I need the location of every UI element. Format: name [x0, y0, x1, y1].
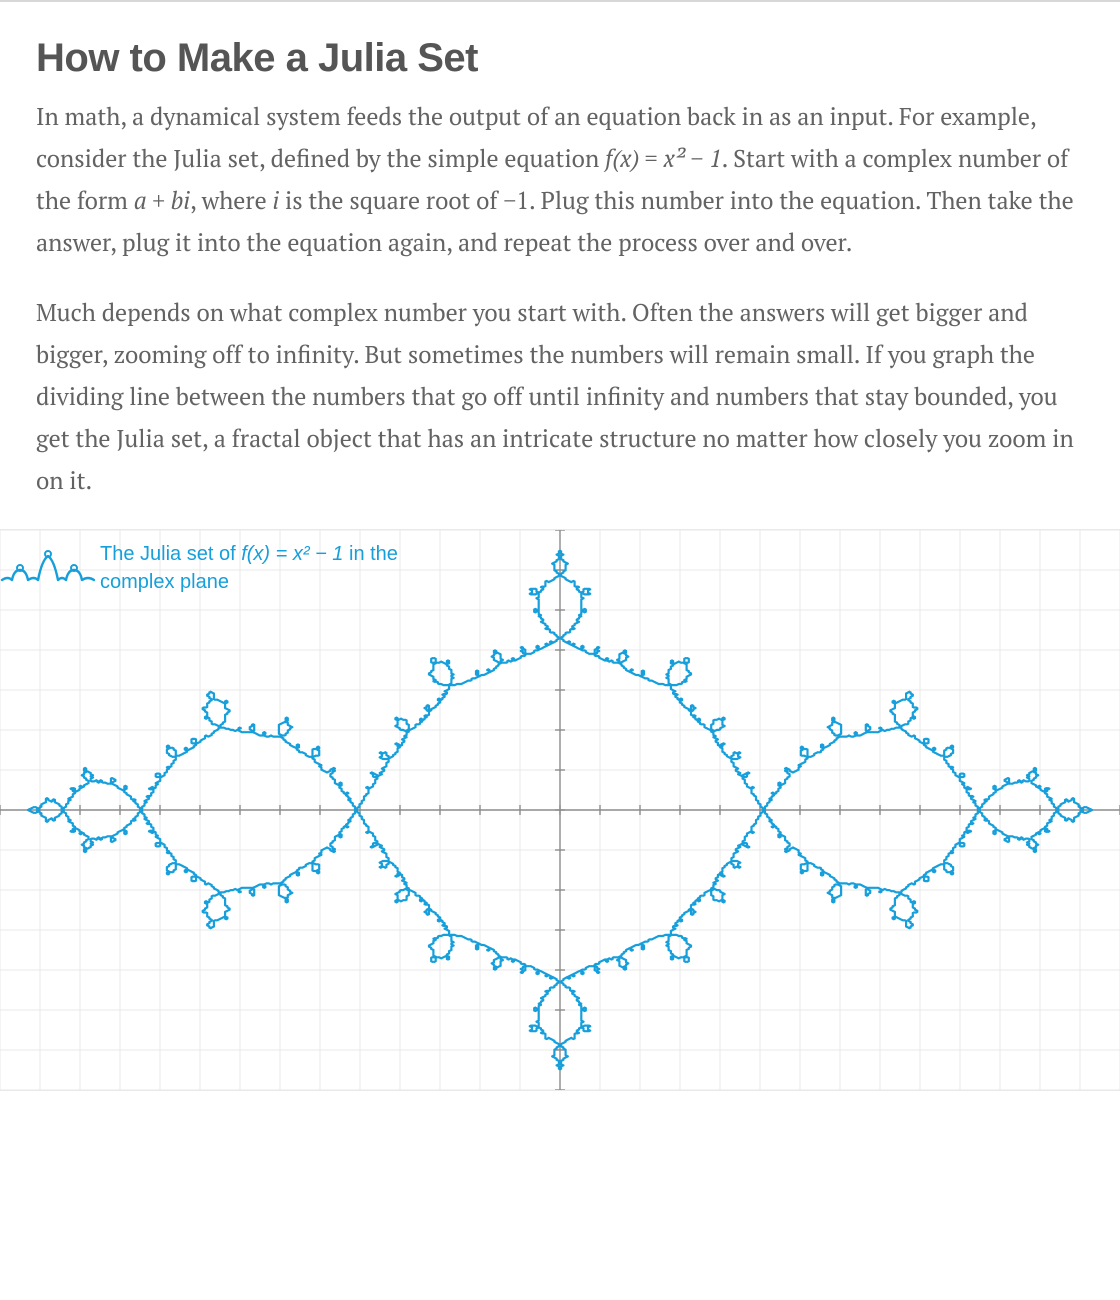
para1-eq1: f(x) = x² − 1	[605, 142, 722, 174]
paragraph-2: Much depends on what complex number you …	[36, 291, 1084, 501]
caption-text-a: The Julia set of	[100, 543, 241, 565]
paragraph-1: In math, a dynamical system feeds the ou…	[36, 95, 1084, 263]
title: How to Make a Julia Set	[36, 36, 1084, 81]
figure-caption: The Julia set of f(x) = x² − 1 in the co…	[100, 540, 420, 596]
caption-fractal-icon	[0, 536, 96, 586]
caption-eq: f(x) = x² − 1	[241, 543, 343, 565]
content: How to Make a Julia Set In math, a dynam…	[0, 2, 1120, 501]
page: How to Make a Julia Set In math, a dynam…	[0, 0, 1120, 1091]
para1-eq2: a + bi	[134, 184, 190, 216]
julia-figure: The Julia set of f(x) = x² − 1 in the co…	[0, 529, 1120, 1091]
julia-plot	[0, 530, 1120, 1090]
para1-text-c: , where	[190, 184, 272, 216]
